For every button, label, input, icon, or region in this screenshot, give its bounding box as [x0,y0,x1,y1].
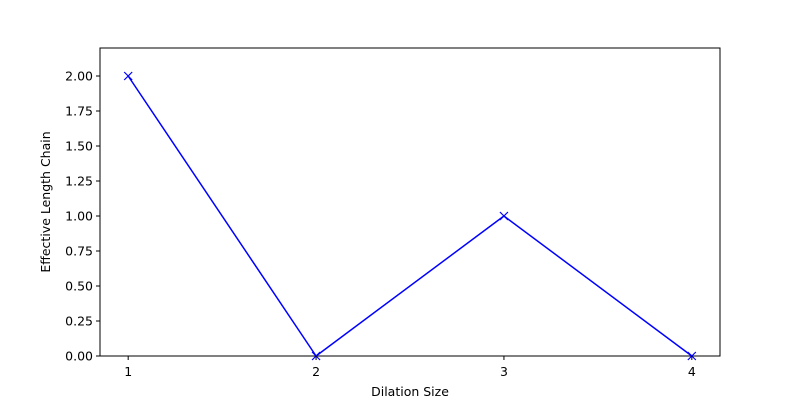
y-tick-label: 0.75 [65,244,93,259]
series-layer [123,71,697,361]
y-tick-label: 0.25 [65,314,93,329]
y-tick-label: 2.00 [65,69,93,84]
y-tick-label: 1.50 [65,139,93,154]
y-axis-label: Effective Length Chain [38,131,53,272]
plot-frame [99,47,721,357]
x-tick-label: 3 [500,364,508,379]
data-point [499,211,509,221]
series-line [127,75,693,357]
y-axis: 0.00 0.25 0.50 0.75 1.00 1.25 1.50 1.75 2.00 [65,69,100,364]
y-tick-label: 1.25 [65,174,93,189]
plot-area [99,47,721,357]
y-tick-label: 0.50 [65,279,93,294]
y-tick-label: 1.75 [65,104,93,119]
data-point [123,71,133,81]
x-tick-label: 1 [124,364,132,379]
x-tick-label: 4 [688,364,696,379]
x-axis: 1 2 3 4 [124,356,696,379]
y-tick-label: 1.00 [65,209,93,224]
y-tick-label: 0.00 [65,349,93,364]
x-tick-label: 2 [312,364,320,379]
x-axis-label: Dilation Size [371,384,449,399]
